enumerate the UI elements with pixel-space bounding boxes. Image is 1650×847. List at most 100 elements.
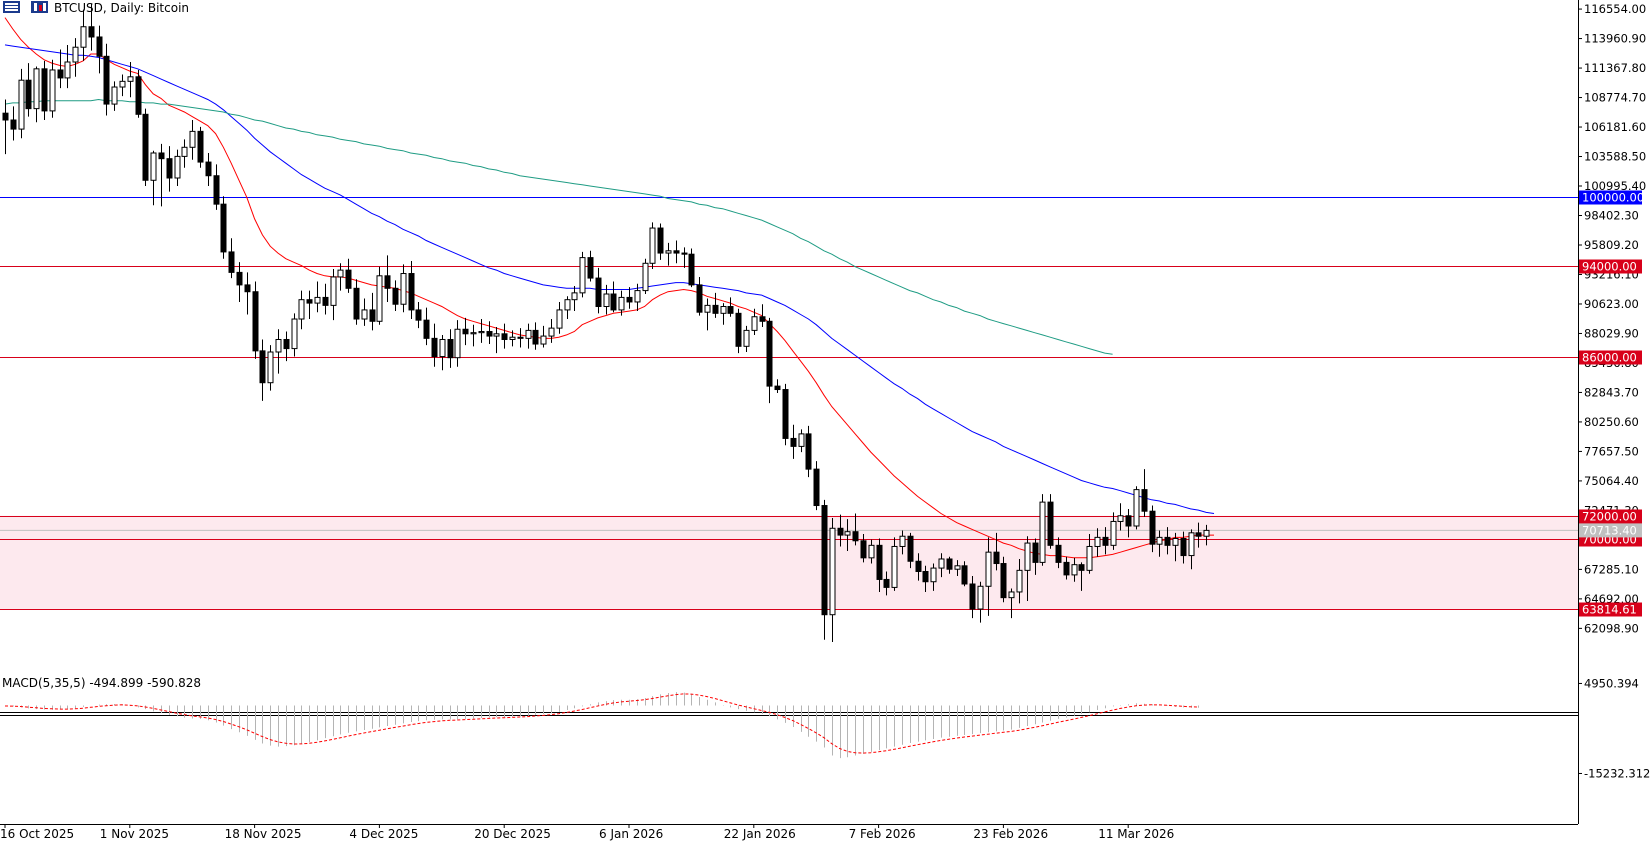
price-tick-label: 77657.50: [1584, 444, 1639, 458]
candle: [805, 425, 812, 478]
candle: [603, 284, 610, 315]
candle: [540, 325, 547, 348]
macd-signal-line: [4, 693, 1199, 754]
candle: [899, 530, 906, 555]
candle: [1133, 486, 1140, 530]
candle-body: [142, 113, 149, 181]
level-badge: [1579, 602, 1642, 617]
candle-body: [1024, 542, 1031, 571]
candle: [688, 248, 695, 288]
candle-body: [415, 309, 422, 321]
candle: [415, 301, 422, 329]
candle-body: [1086, 545, 1093, 571]
candle: [649, 222, 656, 269]
candle: [946, 556, 953, 574]
candle: [852, 513, 859, 546]
moving-averages-layer: [4, 17, 1215, 559]
price-tick-label: 98402.30: [1584, 209, 1639, 223]
level-badge: [1579, 190, 1642, 205]
candle: [267, 345, 274, 391]
candle-body: [829, 527, 836, 616]
candle: [610, 281, 617, 313]
candle: [969, 576, 976, 619]
candle-body: [977, 585, 984, 610]
candle: [119, 74, 126, 97]
candle: [930, 563, 937, 591]
candle-body: [135, 76, 142, 115]
candle: [1110, 512, 1117, 550]
candle-body: [673, 250, 680, 254]
candle-body: [657, 227, 664, 254]
candle: [1039, 494, 1046, 566]
price-tick-label: 100995.40: [1584, 179, 1646, 193]
candle-body: [259, 350, 266, 384]
level-badge-label: 100000.00: [1582, 191, 1644, 205]
price-tick-label: 103588.50: [1584, 150, 1646, 164]
candle-body: [1000, 563, 1007, 599]
candle: [883, 571, 890, 596]
candle: [291, 313, 298, 357]
candle: [813, 461, 820, 511]
candle-body: [618, 296, 625, 311]
candle-body: [852, 531, 859, 542]
candle-body: [1172, 538, 1179, 546]
candle: [579, 251, 586, 298]
candle: [158, 143, 165, 207]
candle-body: [486, 331, 493, 337]
candle-body: [587, 257, 594, 279]
price-tick-label: 67285.10: [1584, 562, 1639, 576]
candle: [322, 283, 329, 315]
candle: [135, 69, 142, 118]
candle-body: [665, 250, 672, 254]
macd-tick-label: -15232.312: [1584, 766, 1650, 780]
candle-body: [2, 112, 9, 121]
candle-body: [1125, 515, 1132, 527]
candle: [1032, 538, 1039, 575]
candle-body: [883, 578, 890, 588]
candle: [532, 322, 539, 350]
candle: [166, 146, 173, 192]
candle: [41, 60, 48, 120]
price-tick-label: 62098.90: [1584, 621, 1639, 635]
candle: [18, 68, 25, 139]
candle-body: [49, 69, 56, 112]
candle-body: [423, 319, 430, 339]
candle: [891, 537, 898, 591]
candle-body: [532, 329, 539, 345]
candle: [462, 317, 469, 346]
time-axis: 16 Oct 2025 1 Nov 2025 18 Nov 2025 4 Dec 20…: [0, 824, 1174, 841]
candle-body: [1141, 489, 1148, 512]
candle-body: [1117, 515, 1124, 522]
candle-body: [969, 583, 976, 610]
candle: [400, 264, 407, 313]
candle: [595, 267, 602, 314]
candle-body: [1032, 542, 1039, 563]
candle-body: [337, 269, 344, 278]
candle-body: [727, 306, 734, 314]
menu-icon[interactable]: [3, 1, 20, 13]
chart-type-icon[interactable]: [31, 1, 48, 13]
candle: [548, 319, 555, 343]
candle-body: [548, 327, 555, 337]
price-tick-label: 108774.70: [1584, 91, 1646, 105]
candle: [915, 553, 922, 581]
candle-body: [454, 328, 461, 359]
candle-body: [400, 273, 407, 305]
candle: [1047, 494, 1054, 549]
candle-body: [384, 275, 391, 289]
candle: [353, 279, 360, 325]
candle: [1149, 505, 1156, 553]
price-tick-label: 75064.40: [1584, 474, 1639, 488]
ma-line-teal: [4, 98, 1113, 355]
candle-body: [197, 130, 204, 163]
candle-body: [447, 338, 454, 359]
candle: [330, 268, 337, 321]
candle-body: [1133, 489, 1140, 527]
ma-line-red: [4, 17, 1214, 559]
candle: [774, 379, 781, 393]
candle-body: [220, 203, 227, 253]
current-price-badge: [1579, 523, 1642, 538]
candle: [782, 383, 789, 446]
candle: [361, 298, 368, 326]
